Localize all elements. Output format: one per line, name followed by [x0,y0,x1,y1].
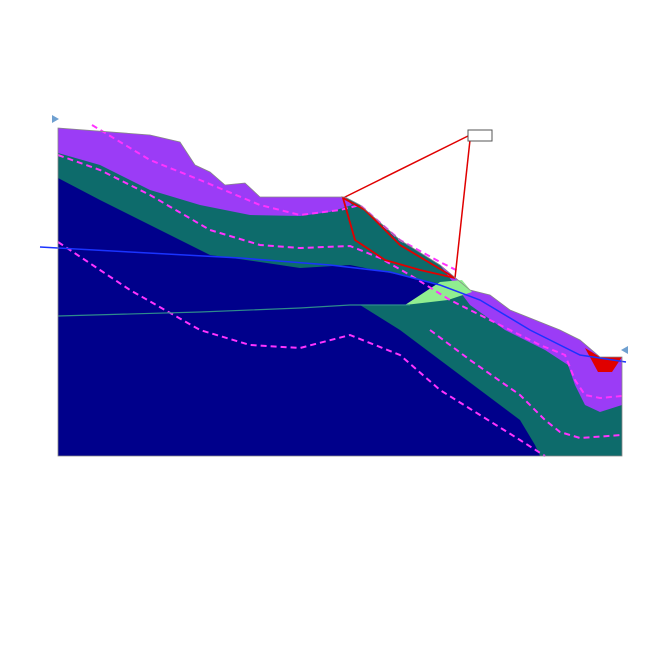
layer-purple-right [440,265,622,412]
water-table [39,246,627,363]
piezo-lines [57,124,623,457]
label-box [467,129,493,142]
marker [52,115,59,123]
marker [621,346,628,354]
radius-line [454,139,471,279]
boundary-line [57,304,410,317]
radius-line [342,134,471,199]
layer-purple [58,128,352,216]
layer-blue [58,178,540,456]
model-outline [57,127,623,457]
layer-red [585,348,622,372]
slip-surface [341,196,456,279]
